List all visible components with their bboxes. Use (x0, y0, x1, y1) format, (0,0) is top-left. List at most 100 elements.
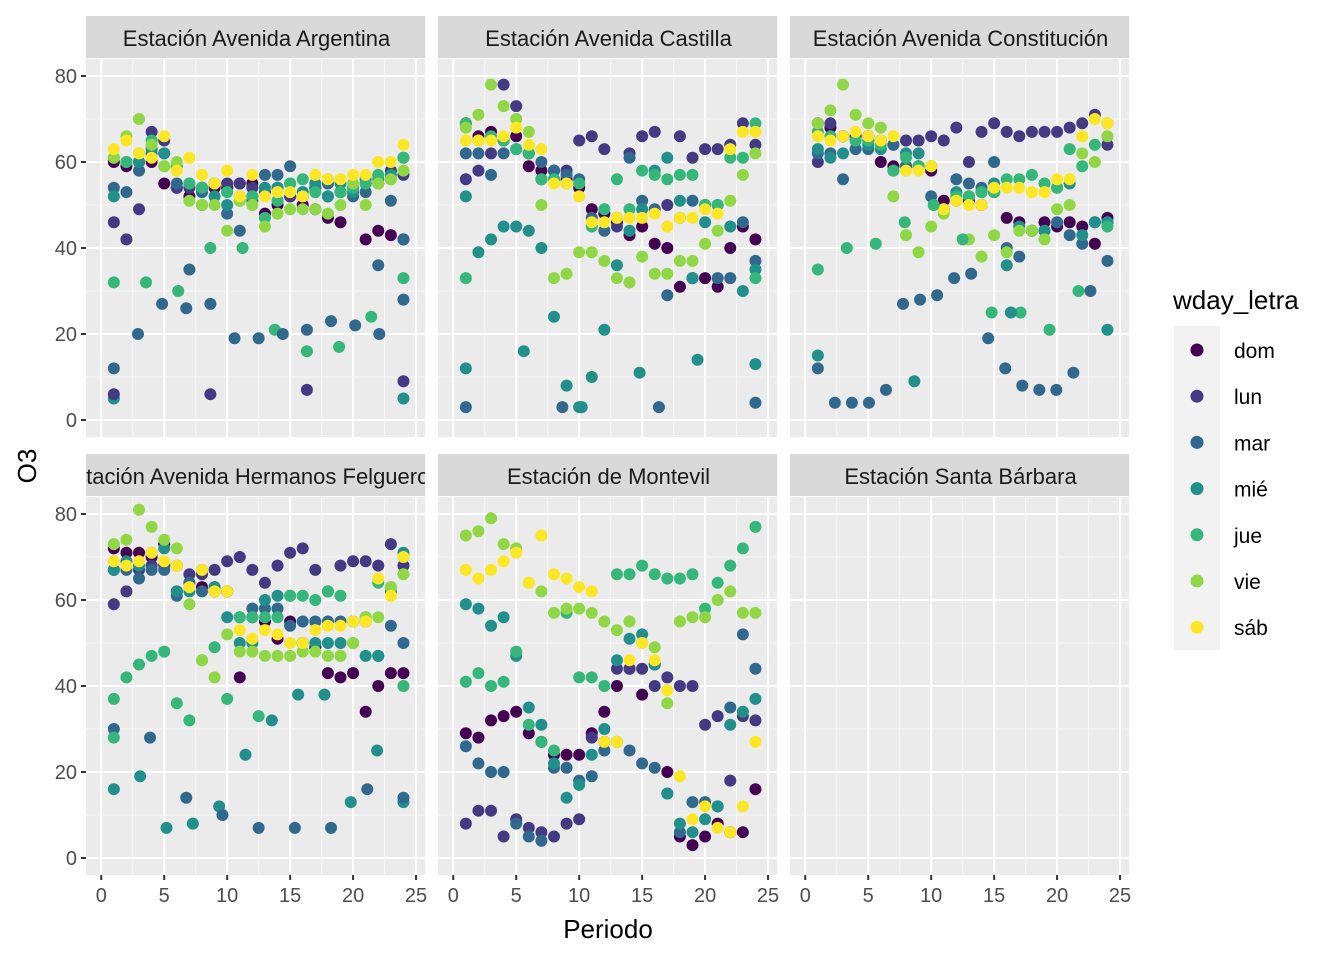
point-mar (397, 637, 410, 650)
point-vie (560, 602, 573, 615)
x-tick-label: 5 (511, 885, 522, 907)
point-jue (869, 237, 882, 250)
point-mar (914, 293, 927, 306)
point-sáb (334, 619, 347, 632)
point-mié (811, 143, 824, 156)
point-mar (384, 619, 397, 632)
point-vie (874, 121, 887, 134)
point-mié (134, 770, 147, 783)
point-mar (686, 194, 699, 207)
point-mié (1076, 229, 1089, 242)
point-lun (497, 830, 510, 843)
point-mar (736, 216, 749, 229)
point-lun (472, 804, 485, 817)
x-tick-label: 20 (694, 885, 716, 907)
point-sáb (988, 181, 1001, 194)
point-jue (321, 585, 334, 598)
point-lun (372, 559, 385, 572)
point-mar (673, 826, 686, 839)
point-lun (1013, 130, 1026, 143)
point-lun (975, 125, 988, 138)
point-jue (927, 199, 940, 212)
point-sáb (736, 125, 749, 138)
point-jue (333, 340, 346, 353)
point-mar (107, 722, 120, 735)
point-mié (673, 194, 686, 207)
point-sáb (686, 813, 699, 826)
point-mar (216, 808, 229, 821)
point-dom (522, 727, 535, 740)
point-mié (573, 778, 586, 791)
point-jue (648, 168, 661, 181)
point-jue (497, 675, 510, 688)
point-jue (397, 151, 410, 164)
point-lun (485, 147, 498, 160)
y-tick-label: 20 (55, 762, 77, 784)
point-vie (246, 645, 259, 658)
point-vie (258, 649, 271, 662)
point-mar (897, 297, 910, 310)
point-mié (711, 800, 724, 813)
point-mar (887, 138, 900, 151)
point-mié (1101, 323, 1114, 336)
point-dom (585, 203, 598, 216)
point-sáb (309, 624, 322, 637)
point-vie (1038, 233, 1051, 246)
point-sáb (950, 194, 963, 207)
point-mar (397, 791, 410, 804)
point-sáb (384, 156, 397, 169)
point-mar (361, 783, 374, 796)
point-jue (522, 147, 535, 160)
point-mar (948, 272, 961, 285)
point-lun (1038, 125, 1051, 138)
point-sáb (359, 168, 372, 181)
point-vie (133, 113, 146, 126)
point-jue (849, 134, 862, 147)
point-mar (204, 297, 217, 310)
point-mié (497, 611, 510, 624)
point-mar (133, 164, 146, 177)
point-mié (497, 220, 510, 233)
point-mar (300, 323, 313, 336)
point-vie (535, 585, 548, 598)
point-dom (573, 748, 586, 761)
point-lun (120, 233, 133, 246)
point-sáb (183, 581, 196, 594)
point-mié (321, 190, 334, 203)
point-jue (699, 602, 712, 615)
point-lun (258, 576, 271, 589)
point-lun (183, 568, 196, 581)
point-mar (648, 761, 661, 774)
point-sáb (686, 211, 699, 224)
point-vie (585, 246, 598, 259)
point-vie (887, 190, 900, 203)
y-tick-label: 20 (55, 324, 77, 346)
point-sáb (560, 572, 573, 585)
point-jue (598, 680, 611, 692)
point-mar (1084, 284, 1097, 297)
point-vie (271, 207, 284, 220)
point-jue (1013, 173, 1026, 186)
point-lun (636, 130, 649, 143)
point-jue (271, 194, 284, 207)
point-jue (648, 568, 661, 581)
point-vie (170, 542, 183, 555)
point-vie (195, 654, 208, 667)
point-sáb (296, 190, 309, 203)
point-mar (325, 315, 338, 328)
point-vie (899, 229, 912, 242)
legend-title: wday_letra (1172, 285, 1299, 315)
point-jue (172, 284, 185, 297)
point-lun (309, 563, 322, 576)
point-mar (170, 177, 183, 190)
point-jue (623, 203, 636, 216)
point-mié (560, 791, 573, 804)
point-vie (183, 194, 196, 207)
point-mar (144, 731, 157, 744)
point-vie (535, 199, 548, 212)
point-sáb (158, 555, 171, 568)
point-mié (724, 220, 737, 233)
point-mié (686, 272, 699, 285)
point-mar (459, 147, 472, 160)
point-sáb (221, 164, 234, 177)
